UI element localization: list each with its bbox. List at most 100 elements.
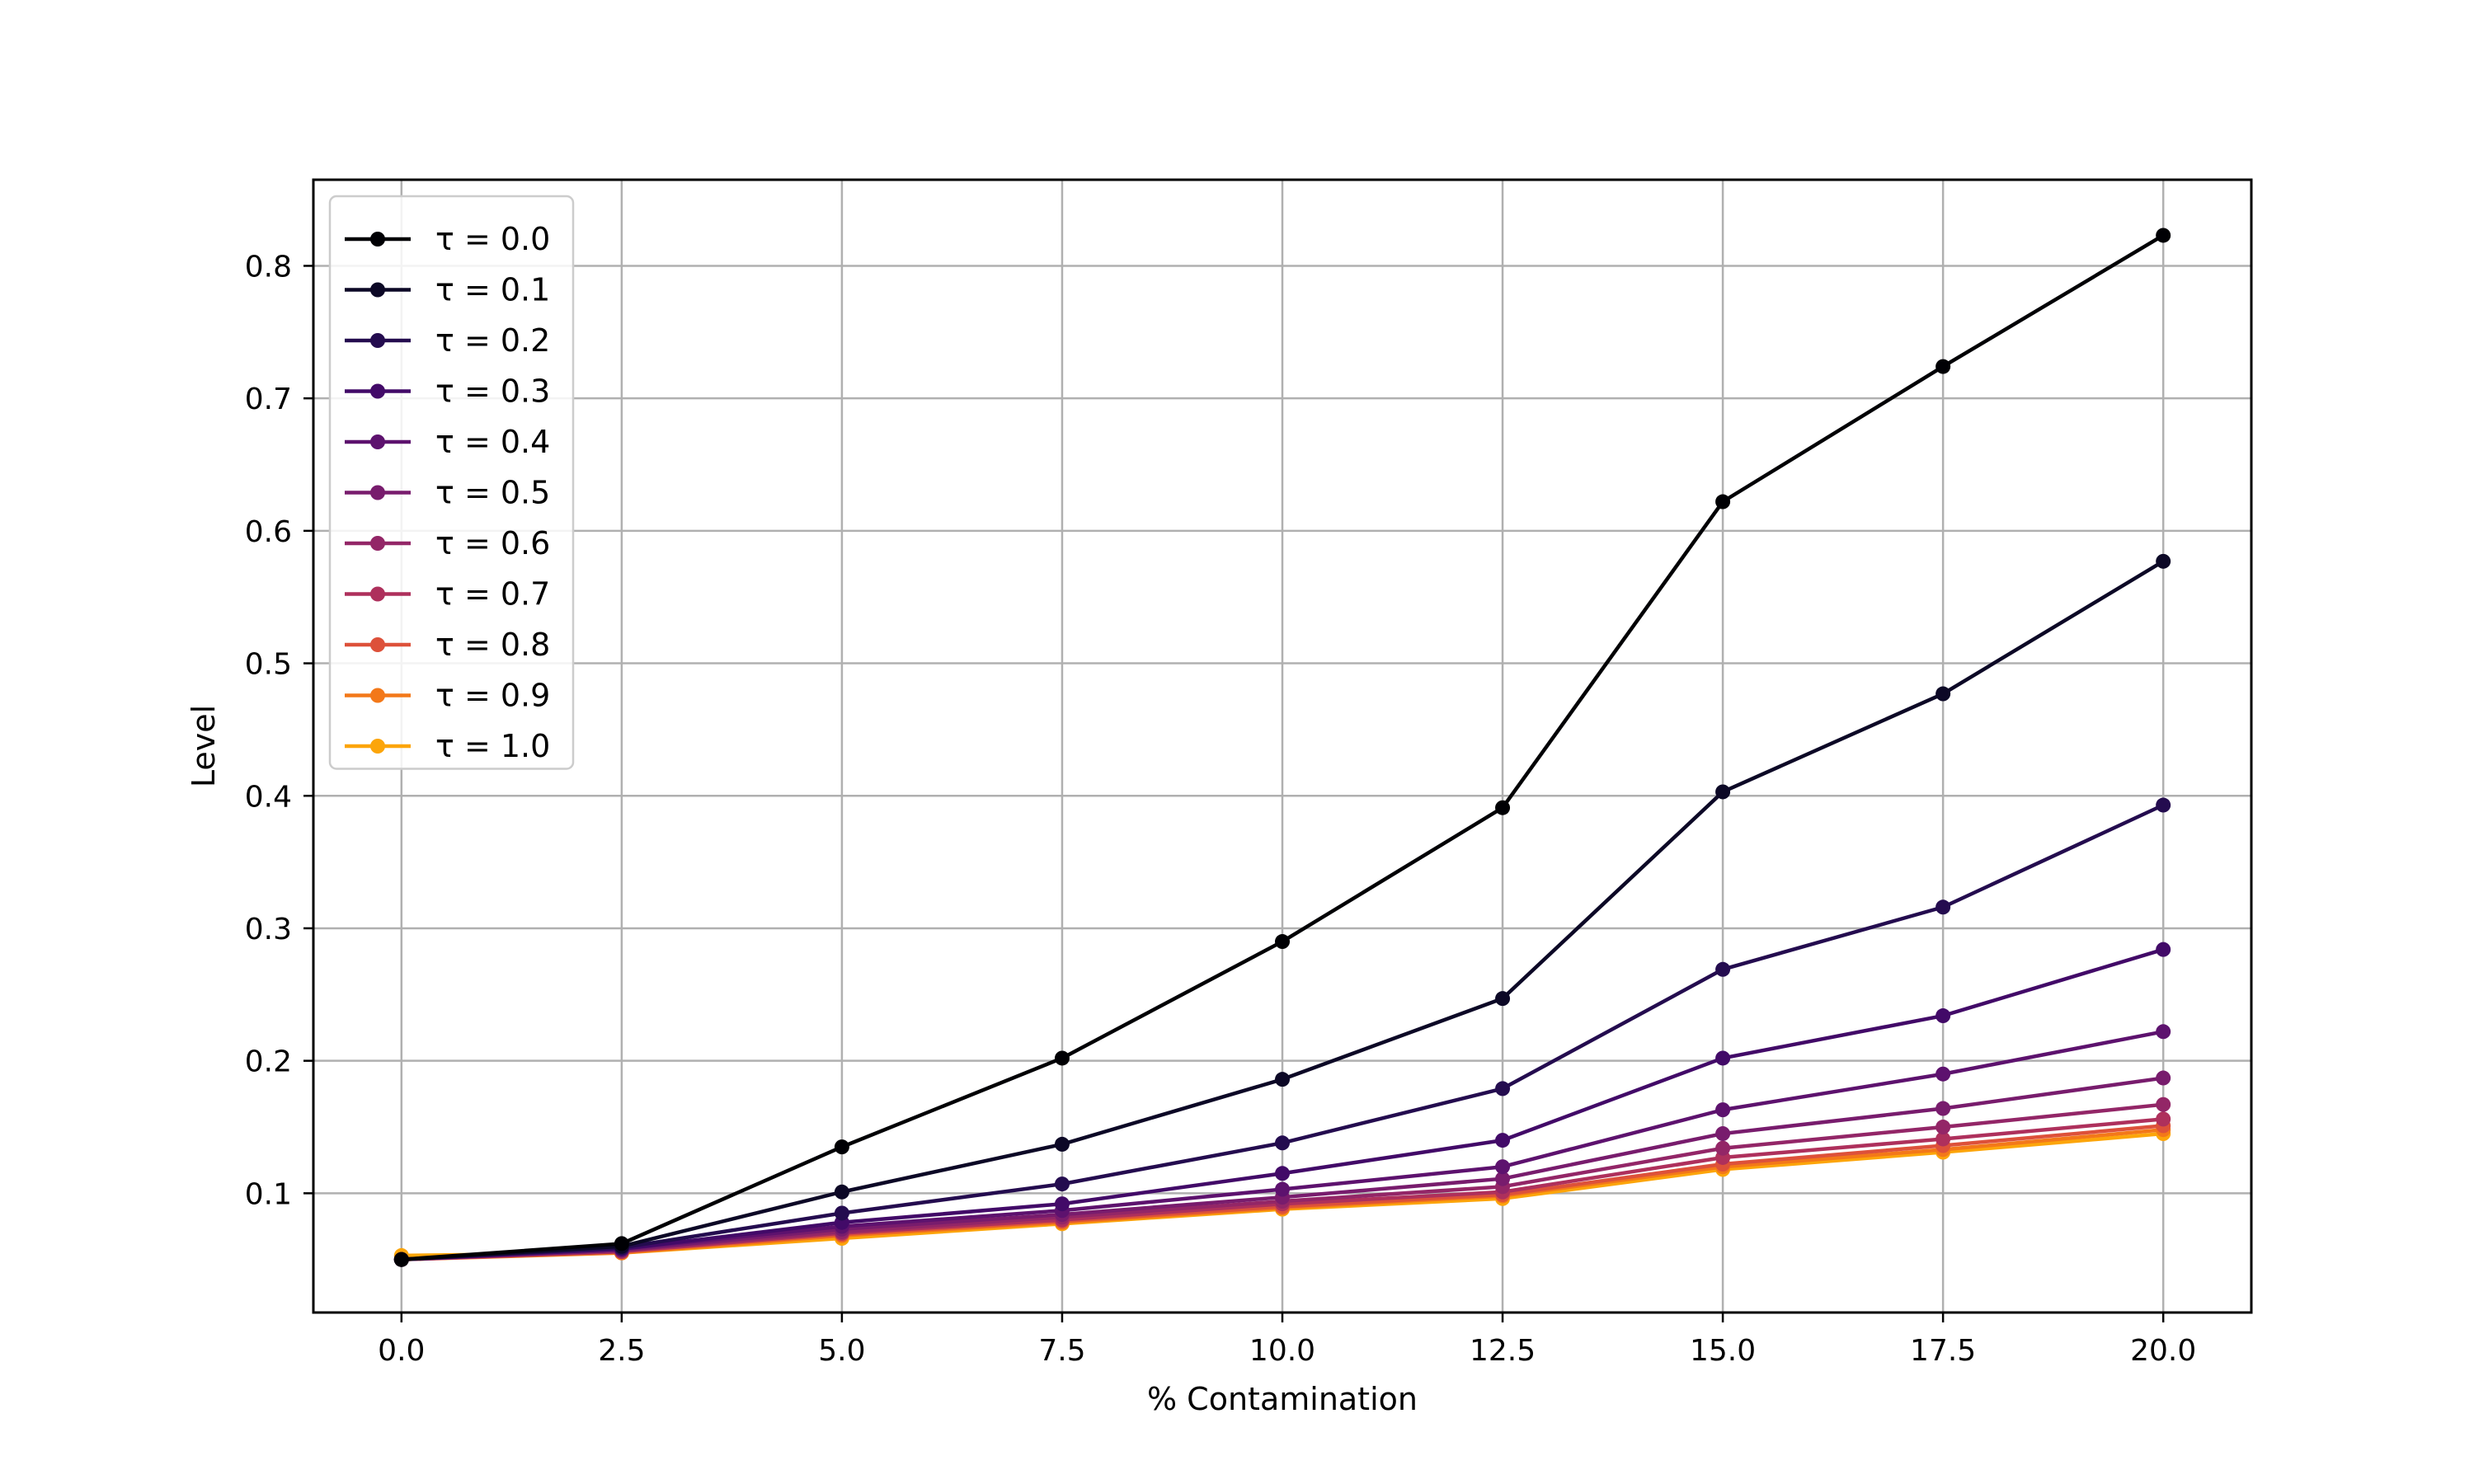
legend-swatch-marker [370, 434, 385, 449]
data-point [2156, 1024, 2171, 1040]
legend-label: τ = 0.2 [435, 322, 550, 359]
legend-label: τ = 0.5 [435, 475, 550, 511]
data-point [1935, 1120, 1951, 1135]
data-point [1495, 1133, 1511, 1148]
data-point [1715, 784, 1731, 800]
data-point [834, 1184, 849, 1200]
series-tau-0.2 [393, 797, 2171, 1267]
data-point [2156, 797, 2171, 813]
y-axis-label: Level [186, 705, 222, 787]
y-tick-label: 0.2 [245, 1045, 292, 1079]
x-tick-label: 0.0 [378, 1334, 425, 1368]
data-point [2156, 1097, 2171, 1112]
legend-label: τ = 0.1 [435, 272, 550, 308]
data-point [1935, 899, 1951, 915]
legend-swatch-marker [370, 586, 385, 602]
legend-entry-tau-0.8: τ = 0.8 [345, 627, 550, 663]
data-point [1935, 1008, 1951, 1024]
data-point [1054, 1136, 1070, 1152]
data-point [1715, 1102, 1731, 1118]
data-point [1495, 991, 1511, 1007]
legend-swatch-marker [370, 485, 385, 500]
x-tick-label: 12.5 [1470, 1334, 1536, 1368]
legend-label: τ = 0.4 [435, 424, 550, 460]
legend-entry-tau-0.4: τ = 0.4 [345, 424, 550, 460]
series-tau-0.1 [393, 553, 2171, 1267]
data-point [2156, 553, 2171, 569]
legend-entry-tau-0.6: τ = 0.6 [345, 525, 550, 561]
legend-entry-tau-0.0: τ = 0.0 [345, 221, 550, 257]
data-point [393, 1252, 409, 1267]
y-tick-label: 0.3 [245, 913, 292, 946]
data-point [614, 1236, 629, 1252]
x-tick-label: 7.5 [1038, 1334, 1085, 1368]
data-point [1275, 1135, 1290, 1151]
data-point [2156, 228, 2171, 243]
legend-entry-tau-0.1: τ = 0.1 [345, 272, 550, 308]
series-tau-0.0 [393, 228, 2171, 1267]
data-point [2156, 1111, 2171, 1127]
data-point [1495, 800, 1511, 815]
x-tick-label: 5.0 [818, 1334, 865, 1368]
data-point [1275, 934, 1290, 950]
data-point [1715, 1126, 1731, 1142]
legend-entry-tau-0.7: τ = 0.7 [345, 576, 550, 613]
x-tick-label: 20.0 [2130, 1334, 2196, 1368]
data-point [1935, 1131, 1951, 1147]
x-tick-label: 15.0 [1690, 1334, 1756, 1368]
data-point [1935, 686, 1951, 702]
y-tick-label: 0.6 [245, 515, 292, 549]
legend-swatch-marker [370, 637, 385, 652]
data-point [1275, 1166, 1290, 1181]
y-tick-label: 0.8 [245, 250, 292, 284]
data-point [1935, 359, 1951, 374]
series-tau-0.3 [393, 942, 2171, 1267]
legend-label: τ = 0.8 [435, 627, 550, 663]
data-point [2156, 942, 2171, 957]
data-point [1715, 961, 1731, 977]
x-tick-label: 10.0 [1249, 1334, 1315, 1368]
data-point [1715, 1050, 1731, 1066]
legend-entry-tau-0.5: τ = 0.5 [345, 475, 550, 511]
legend-label: τ = 0.9 [435, 678, 550, 714]
legend-entry-tau-0.2: τ = 0.2 [345, 322, 550, 359]
legend-swatch-marker [370, 333, 385, 348]
axis-ticks: 0.0 2.5 5.0 7.5 10.0 12.5 15.0 17.5 20.0 0.1 0.2 0.… [245, 250, 2197, 1368]
data-point [1495, 1081, 1511, 1097]
legend-label: τ = 1.0 [435, 728, 550, 764]
data-point [1054, 1196, 1070, 1212]
data-point [1495, 1159, 1511, 1175]
legend-entry-tau-0.9: τ = 0.9 [345, 678, 550, 714]
data-point [1495, 1171, 1511, 1186]
data-point [1275, 1072, 1290, 1087]
legend-label: τ = 0.6 [435, 525, 550, 561]
data-point [1935, 1101, 1951, 1116]
y-tick-label: 0.1 [245, 1177, 292, 1211]
data-point [1715, 494, 1731, 510]
legend-entry-tau-0.3: τ = 0.3 [345, 373, 550, 410]
legend-swatch-marker [370, 232, 385, 247]
data-point [1054, 1050, 1070, 1066]
x-tick-label: 2.5 [598, 1334, 645, 1368]
data-point [1935, 1066, 1951, 1082]
legend-swatch-marker [370, 536, 385, 551]
legend-swatch-marker [370, 282, 385, 298]
x-tick-label: 17.5 [1910, 1334, 1976, 1368]
y-tick-label: 0.7 [245, 383, 292, 416]
legend-swatch-marker [370, 383, 385, 399]
legend-entry-tau-1.0: τ = 1.0 [345, 728, 550, 764]
data-point [1715, 1140, 1731, 1156]
data-point [1054, 1176, 1070, 1192]
x-axis-label: % Contamination [1147, 1381, 1418, 1417]
legend-swatch-marker [370, 688, 385, 703]
data-point [834, 1139, 849, 1155]
y-tick-label: 0.5 [245, 648, 292, 682]
legend: τ = 0.0 τ = 0.1 τ = 0.2 τ = 0.3 τ = 0.4 τ = 0… [328, 195, 575, 770]
legend-label: τ = 0.7 [435, 576, 550, 613]
legend-label: τ = 0.3 [435, 373, 550, 410]
legend-swatch-marker [370, 739, 385, 754]
data-point [1275, 1181, 1290, 1197]
data-point [2156, 1070, 2171, 1086]
data-point [834, 1205, 849, 1221]
